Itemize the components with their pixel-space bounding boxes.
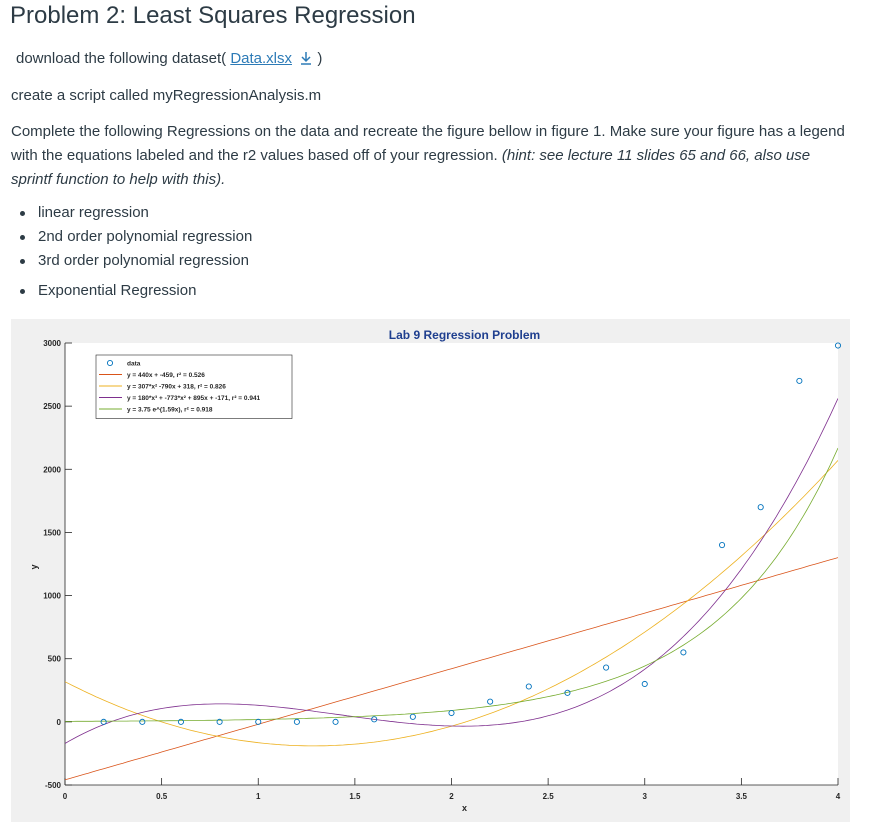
bullet-icon — [20, 211, 25, 216]
legend-label: y = 440x + -459, r² = 0.526 — [127, 372, 205, 379]
task-item: Exponential Regression — [16, 279, 252, 303]
regression-figure: 0 0.5 1 1.5 2 2.5 3 3.5 4 -500 0 500 1000 1500 2000 250… — [11, 319, 850, 822]
x-tick-label: 0.5 — [156, 792, 168, 801]
data-point — [641, 680, 648, 688]
instructions-paragraph: Complete the following Regressions on th… — [11, 120, 846, 192]
data-point — [680, 649, 687, 656]
data-point — [216, 718, 223, 725]
x-tick-label: 3 — [643, 792, 648, 801]
data-point — [100, 718, 107, 725]
x-tick-label: 2 — [449, 792, 454, 801]
legend-label: y = 3.75 e^(1.59x), r² = 0.918 — [127, 406, 213, 414]
y-tick-label: 2500 — [43, 402, 61, 411]
x-tick-label: 4 — [836, 792, 841, 801]
instructions-hint: (hint: see lecture 11 slides 65 and 66, … — [11, 147, 811, 188]
download-suffix: ) — [317, 50, 323, 67]
y-tick-label: 2000 — [43, 465, 61, 474]
chart-title: Lab 9 Regression Problem — [389, 328, 540, 342]
x-tick-label: 3.5 — [736, 792, 748, 801]
legend-box — [95, 354, 293, 419]
x-tick-label: 1.5 — [349, 792, 361, 801]
y-tick-label: 1500 — [43, 528, 61, 537]
data-point — [177, 718, 184, 725]
x-tick-label: 2.5 — [543, 792, 555, 801]
data-point — [757, 504, 764, 511]
x-tick-label: 1 — [256, 792, 261, 801]
data-point — [371, 716, 378, 723]
download-icon[interactable] — [299, 49, 313, 73]
data-point — [139, 718, 146, 725]
task-item: 2nd order polynomial regression — [16, 225, 252, 249]
fit-curve — [65, 398, 838, 744]
y-axis-label: y — [29, 564, 39, 569]
data-point — [255, 718, 262, 725]
task-list: linear regression 2nd order polynomial r… — [16, 201, 252, 303]
legend-label: y = 307*x² -790x + 318, r² = 0.826 — [127, 384, 226, 391]
download-prefix: download the following dataset( — [16, 50, 227, 67]
dataset-download-link[interactable]: Data.xlsx — [230, 50, 292, 67]
legend-marker — [106, 359, 114, 367]
data-point — [409, 713, 416, 720]
fit-curve — [65, 557, 838, 781]
data-point — [564, 689, 571, 696]
legend-label: data — [127, 361, 141, 368]
data-point — [719, 542, 726, 549]
y-tick-label: 3000 — [43, 339, 61, 348]
bullet-icon — [20, 289, 25, 294]
instructions-text: Complete the following Regressions on th… — [11, 123, 845, 164]
data-point — [525, 683, 532, 690]
y-tick-label: 500 — [48, 655, 62, 664]
download-line: download the following dataset( Data.xls… — [16, 47, 322, 73]
bullet-icon — [20, 259, 25, 264]
task-item: 3rd order polynomial regression — [16, 249, 252, 273]
x-tick-label: 0 — [63, 792, 68, 801]
data-point — [834, 342, 842, 349]
legend-label: y = 180*x³ + -773*x² + 895x + -171, r² =… — [127, 395, 261, 402]
y-tick-label: 0 — [57, 718, 62, 727]
data-point — [796, 377, 803, 384]
regression-chart: 0 0.5 1 1.5 2 2.5 3 3.5 4-5000500100015002000250… — [29, 328, 842, 813]
data-point — [448, 709, 455, 717]
data-point — [293, 718, 300, 725]
x-axis-label: x — [462, 803, 467, 813]
y-tick-label: -500 — [45, 781, 62, 790]
y-tick-label: 1000 — [43, 592, 61, 601]
data-point — [332, 718, 339, 725]
task-item: linear regression — [16, 201, 252, 225]
script-instruction: create a script called myRegressionAnaly… — [11, 87, 322, 104]
page-title: Problem 2: Least Squares Regression — [10, 2, 416, 29]
bullet-icon — [20, 235, 25, 240]
data-point — [603, 664, 610, 671]
data-point — [487, 698, 494, 705]
